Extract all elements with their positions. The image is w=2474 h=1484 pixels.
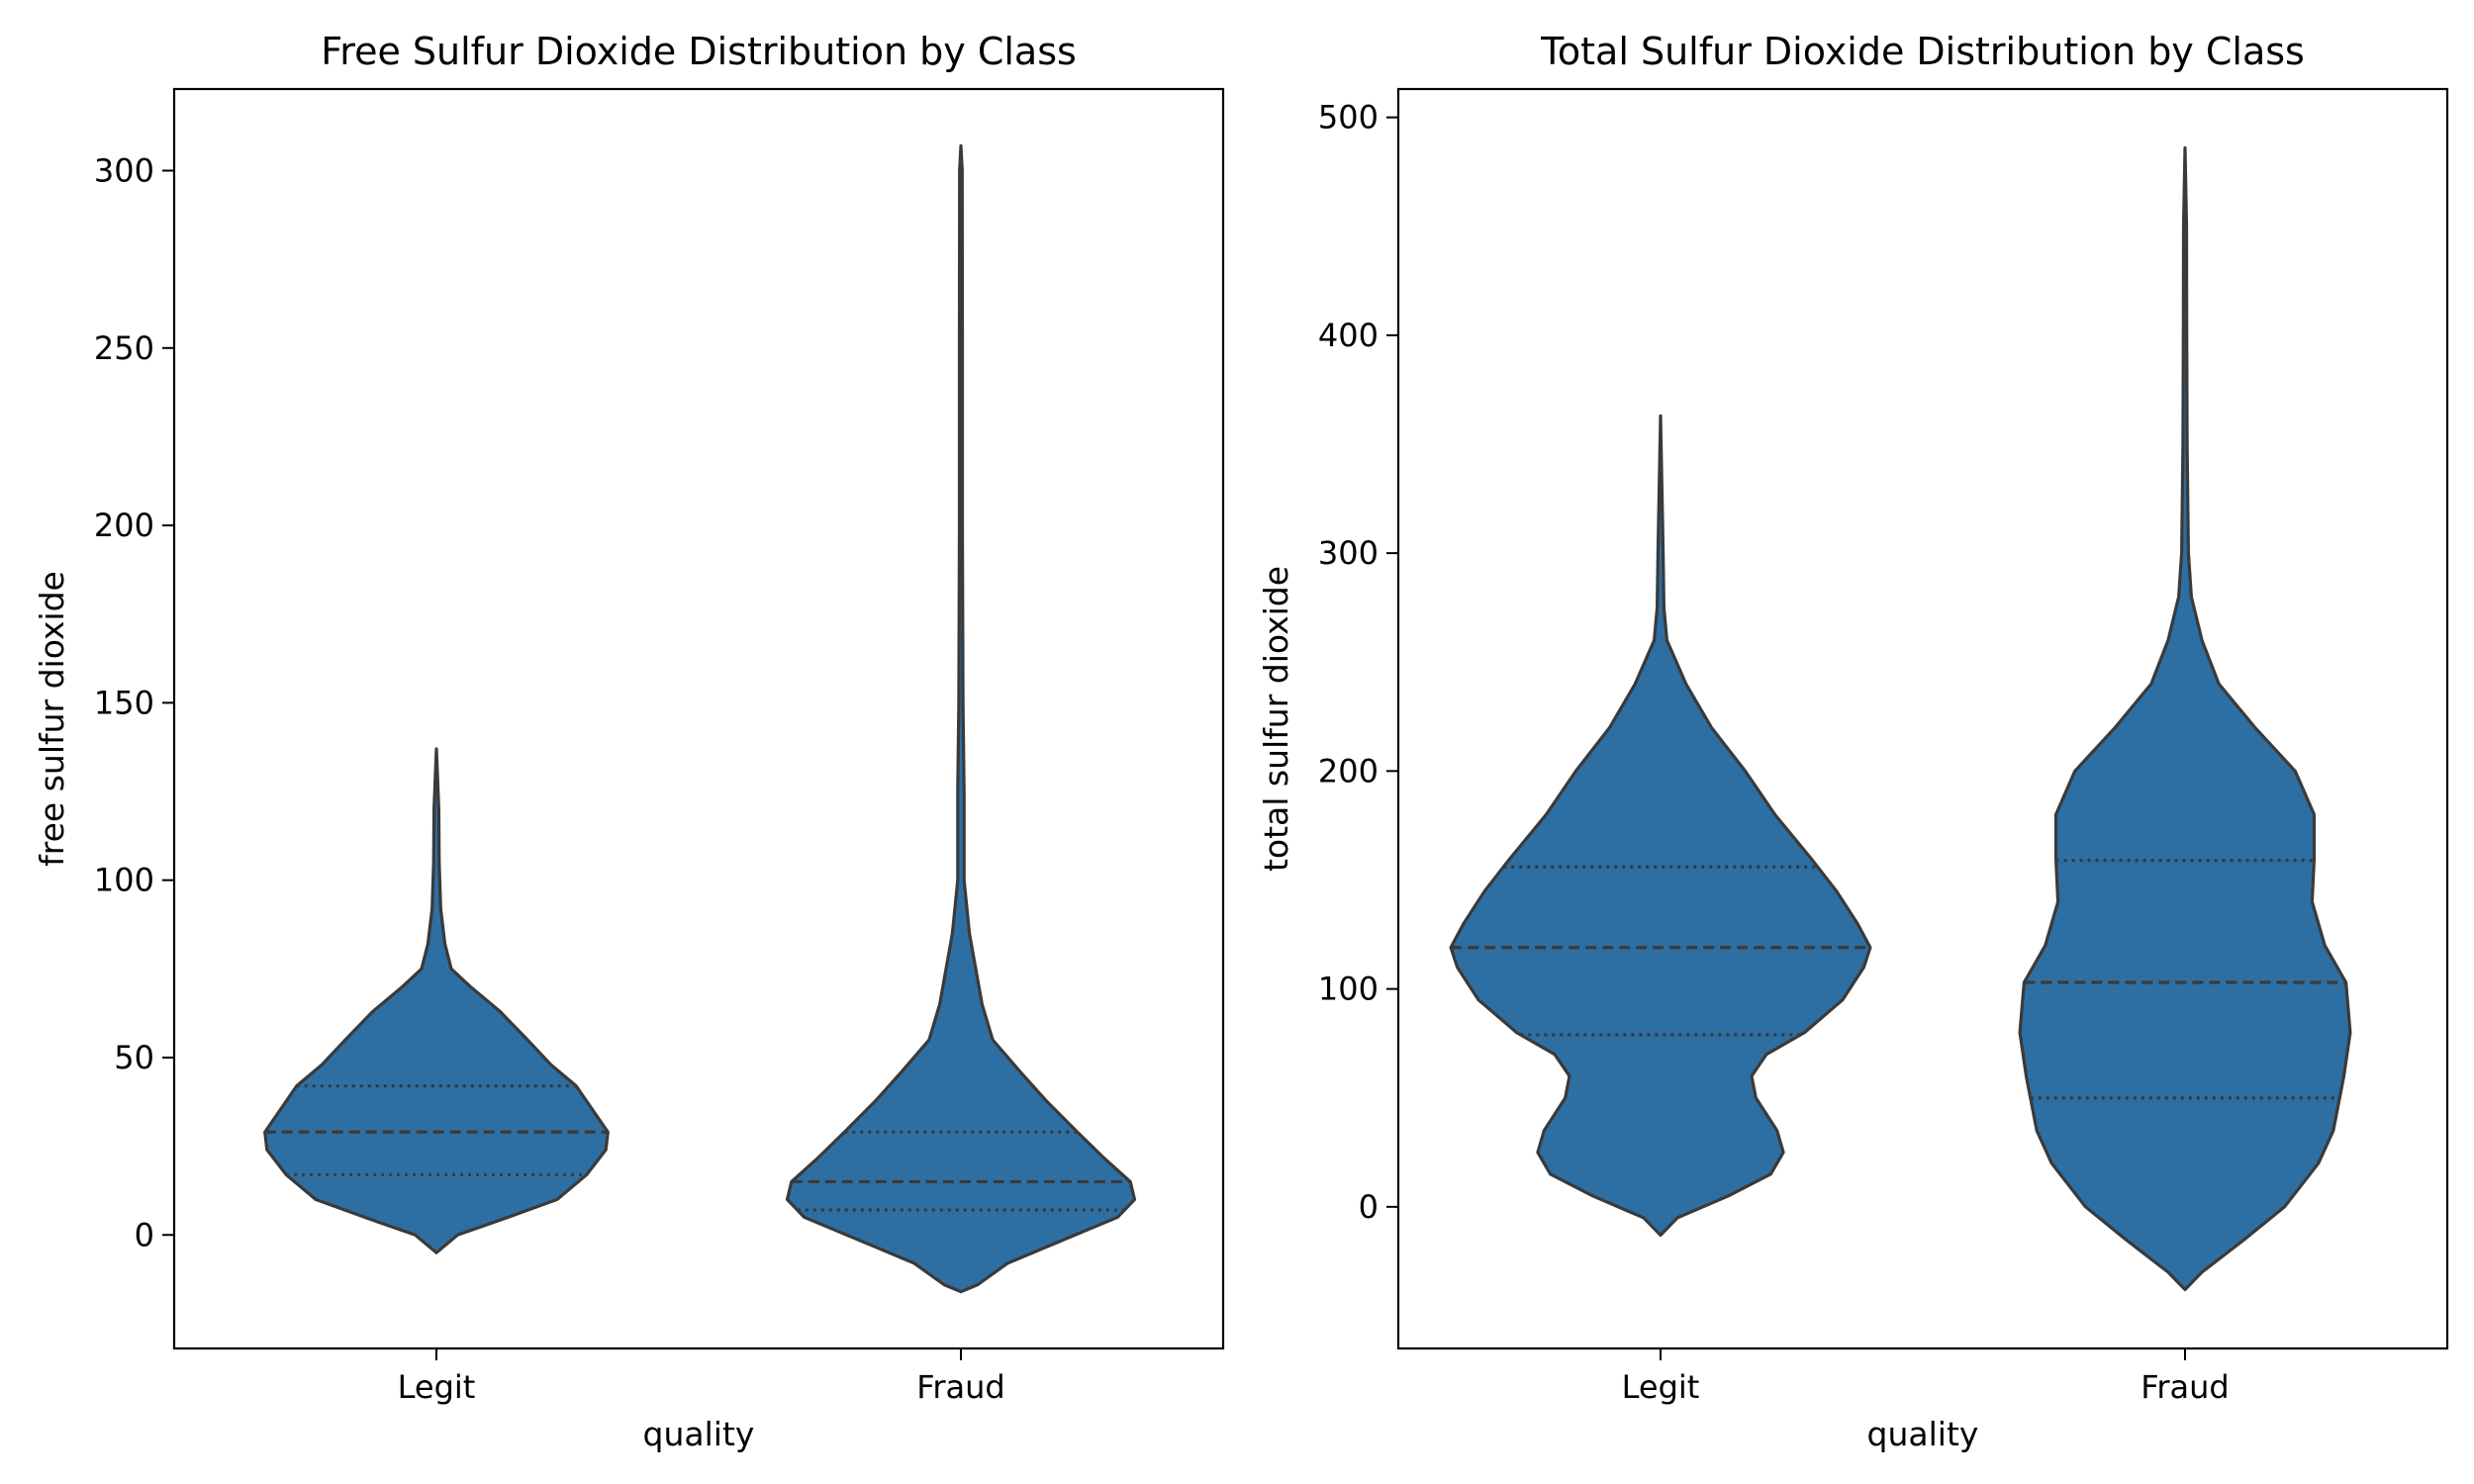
- y-tick-label: 500: [1318, 99, 1379, 137]
- violin-legit: [1449, 414, 1872, 1238]
- y-tick-label: 100: [94, 862, 154, 899]
- violin-marks: [263, 143, 1137, 1294]
- free-sulfur-dioxide-violin-chart: Free Sulfur Dioxide Distribution by Clas…: [33, 30, 1225, 1453]
- y-tick-label: 300: [94, 151, 154, 189]
- y-tick-label: 150: [94, 684, 154, 721]
- y-tick-label: 300: [1318, 534, 1379, 572]
- y-axis-label: total sulfur dioxide: [1257, 566, 1295, 872]
- violin-body: [263, 747, 610, 1254]
- violin-marks: [1449, 145, 2352, 1292]
- x-axis-label: quality: [1867, 1415, 1979, 1453]
- plot-frame: [1396, 87, 2449, 1350]
- plot-frame: [172, 87, 1225, 1350]
- y-tick-label: 50: [114, 1039, 154, 1076]
- y-tick-label: 0: [1359, 1188, 1379, 1226]
- y-axis-ticks: 0 100 200 300 400 500: [1318, 99, 1398, 1226]
- x-tick-label: Fraud: [2141, 1368, 2229, 1406]
- y-tick-label: 200: [1318, 752, 1379, 789]
- x-axis-label: quality: [643, 1415, 755, 1453]
- x-tick-label: Legit: [1622, 1368, 1700, 1406]
- violin-fraud: [2018, 145, 2352, 1292]
- chart-title: Total Sulfur Dioxide Distribution by Cla…: [1540, 30, 2305, 73]
- x-axis-ticks: Legit Fraud: [1622, 1348, 2230, 1406]
- total-sulfur-dioxide-violin-chart: Total Sulfur Dioxide Distribution by Cla…: [1257, 30, 2449, 1453]
- x-axis-ticks: Legit Fraud: [398, 1348, 1005, 1406]
- violin-legit: [263, 747, 610, 1254]
- chart-title: Free Sulfur Dioxide Distribution by Clas…: [321, 30, 1077, 73]
- y-tick-label: 0: [135, 1216, 154, 1253]
- y-tick-label: 250: [94, 329, 154, 367]
- violin-fraud: [785, 143, 1137, 1294]
- y-axis-ticks: 0 50 100 150 200 250 300: [94, 151, 174, 1253]
- violin-body: [2018, 145, 2352, 1292]
- violin-body: [785, 143, 1137, 1294]
- y-tick-label: 200: [94, 507, 154, 544]
- x-tick-label: Legit: [398, 1368, 476, 1406]
- y-axis-label: free sulfur dioxide: [33, 571, 71, 867]
- y-tick-label: 400: [1318, 317, 1379, 354]
- y-tick-label: 100: [1318, 971, 1379, 1008]
- x-tick-label: Fraud: [916, 1368, 1004, 1406]
- violin-body: [1449, 414, 1872, 1238]
